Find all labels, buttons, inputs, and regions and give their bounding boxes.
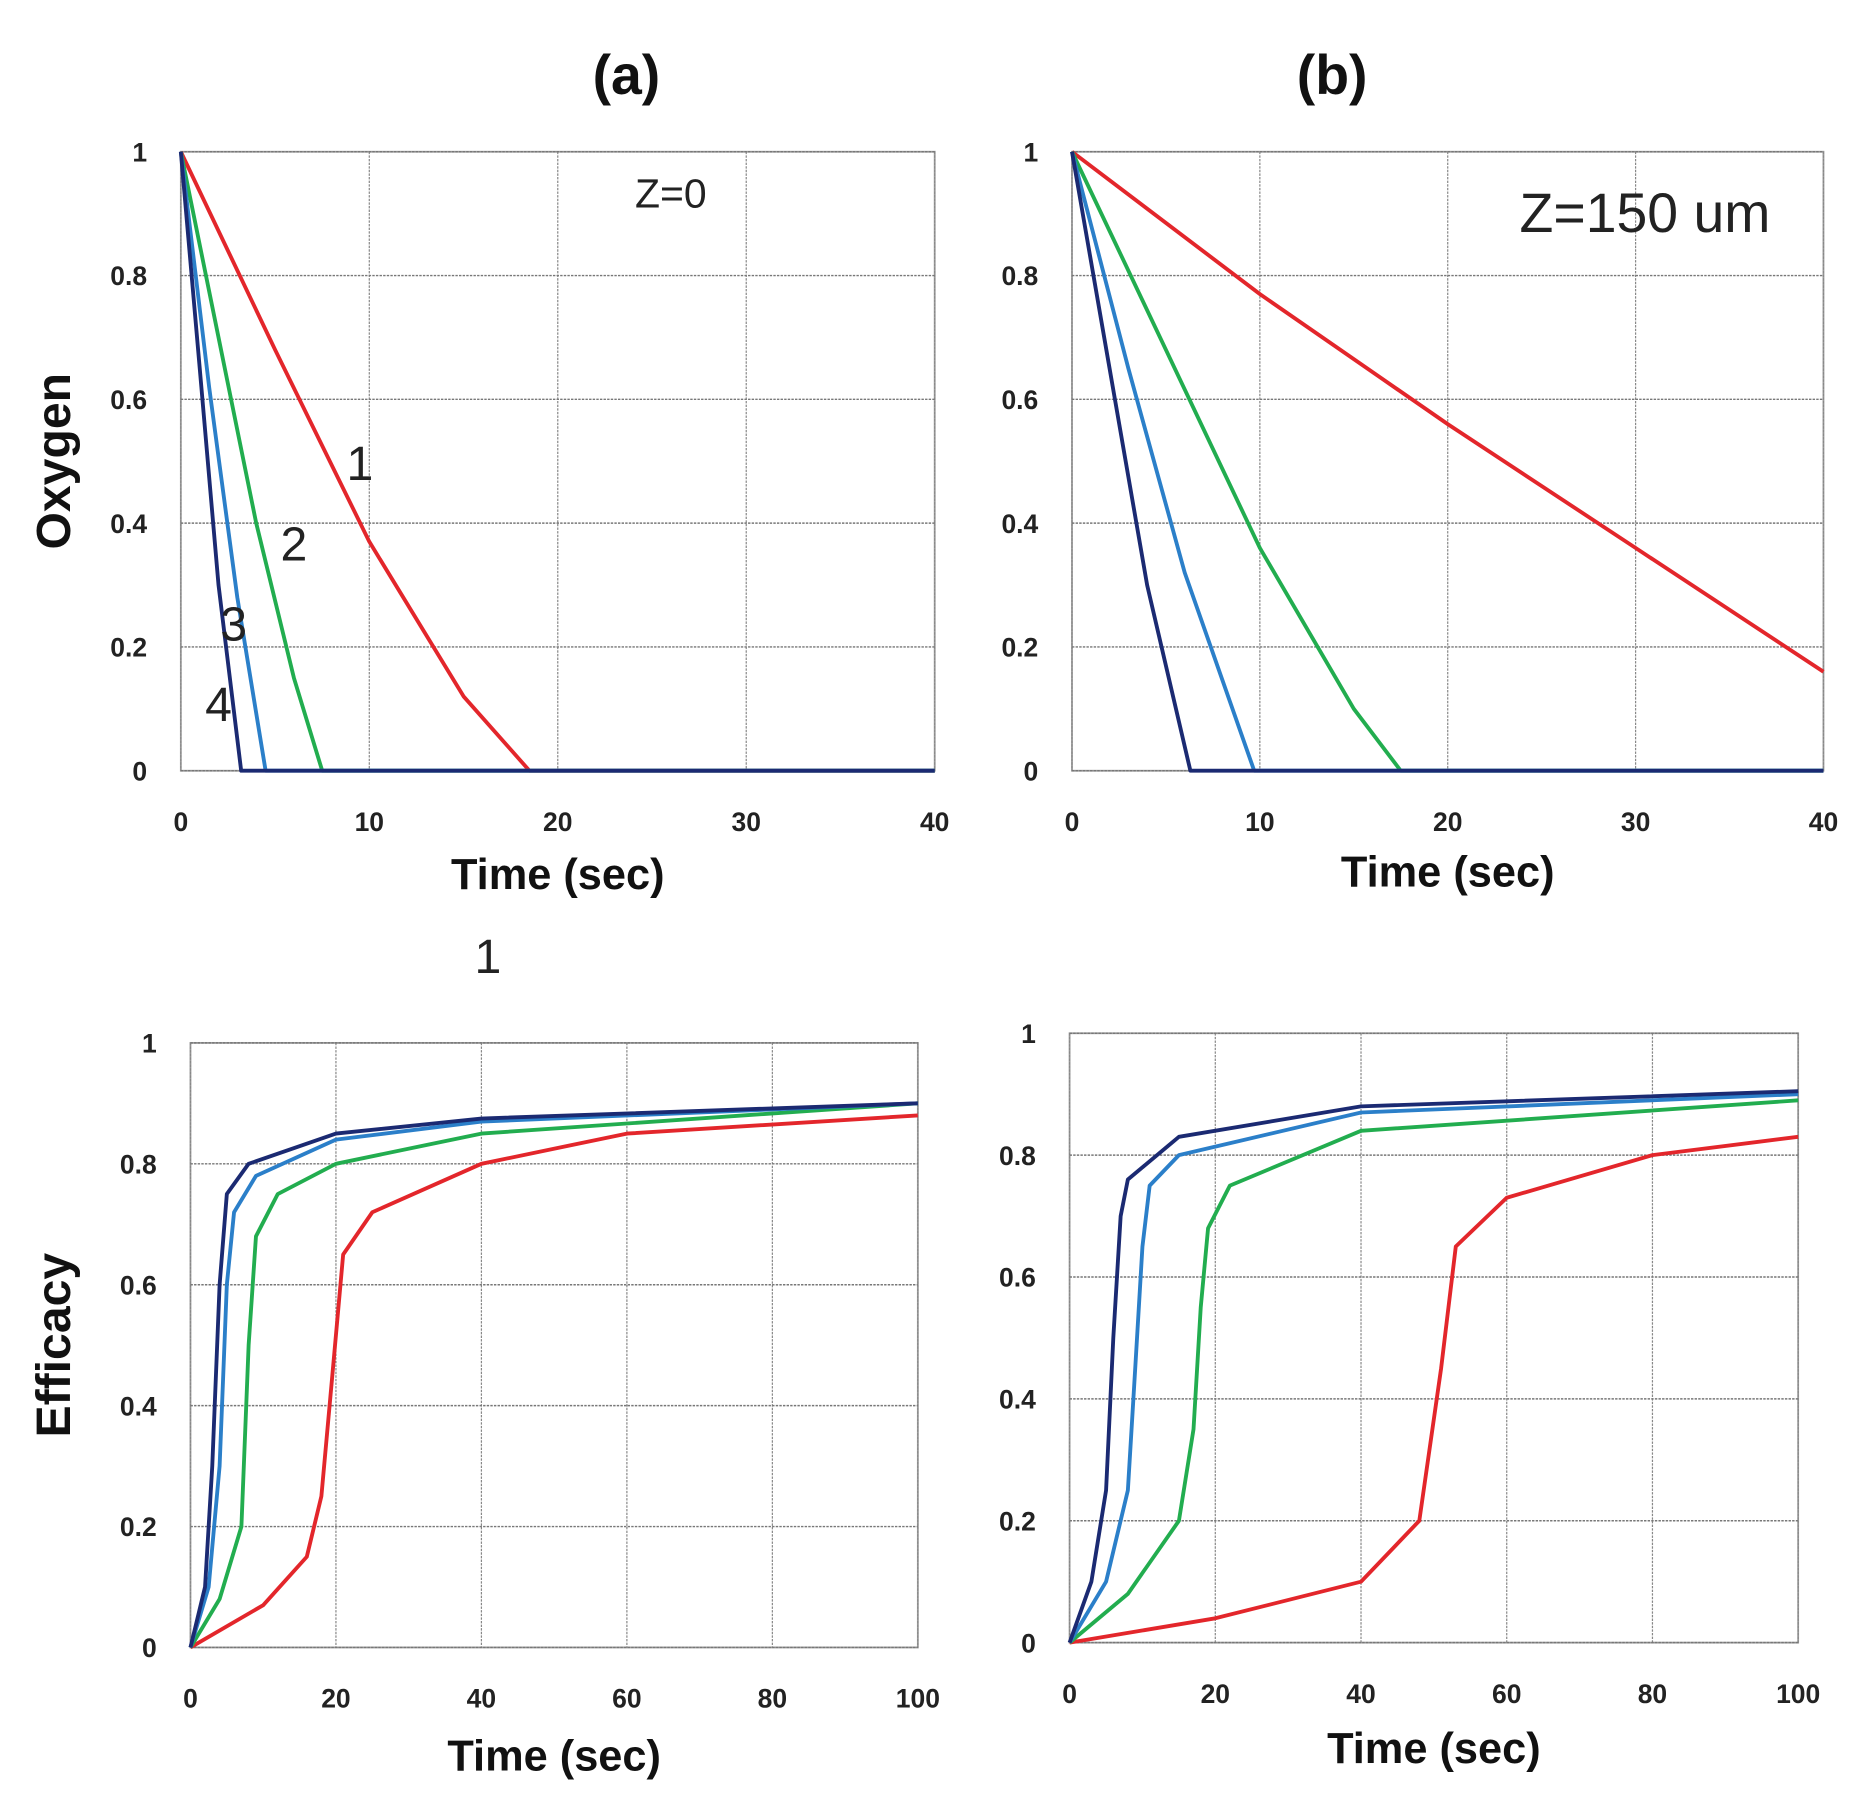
x-tick-label: 40 (467, 1684, 496, 1714)
chart-oxygen-b: 0 10 20 30 40 0 0.2 0.4 0.6 0.8 1 Time (sec) Z=150 u… (1001, 137, 1838, 896)
x-tick-label: 60 (612, 1684, 641, 1714)
x-tick-label: 20 (321, 1684, 350, 1714)
series-line-4 (1067, 1089, 1799, 1644)
x-tick-label: 20 (1201, 1679, 1230, 1709)
annotation: 1 (346, 437, 373, 491)
x-tick-label: 30 (1621, 807, 1650, 837)
panel-title-a: (a) (593, 44, 661, 106)
series-line-2 (1068, 1098, 1799, 1645)
x-tick-label: 40 (1809, 807, 1838, 837)
y-tick-label: 1 (142, 1029, 157, 1059)
series-line-1 (1069, 1134, 1799, 1645)
y-tick-label: 1 (1024, 137, 1039, 167)
y-tick-label: 0.2 (120, 1512, 157, 1542)
series-line-1 (189, 1113, 918, 1650)
x-tick-label: 60 (1492, 1679, 1521, 1709)
chart-oxygen-a: 0 10 20 30 40 0 0.2 0.4 0.6 0.8 1 Time (sec) Oxygen Z… (27, 137, 949, 898)
x-tick-label: 0 (1062, 1679, 1077, 1709)
y-tick-label: 0.4 (110, 509, 147, 539)
y-tick-label: 0 (132, 756, 147, 786)
plot-area (189, 1041, 919, 1649)
x-tick-label: 10 (1245, 807, 1274, 837)
y-tick-label: 0.4 (120, 1391, 157, 1421)
x-axis-label: Time (sec) (451, 851, 665, 899)
x-axis-label: Time (sec) (447, 1732, 661, 1780)
x-tick-label: 20 (543, 807, 572, 837)
panel-title-b: (b) (1297, 44, 1368, 106)
series-line-3 (188, 1101, 918, 1648)
x-tick-label: 30 (732, 807, 761, 837)
series-line-1 (1070, 150, 1825, 674)
annotation: 4 (205, 678, 232, 732)
y-tick-label: 0.6 (120, 1270, 157, 1300)
annotation: Z=150 um (1520, 182, 1771, 244)
x-tick-label: 10 (355, 807, 384, 837)
annotation: 2 (281, 517, 308, 571)
x-tick-label: 0 (183, 1684, 198, 1714)
x-tick-label: 20 (1433, 807, 1462, 837)
y-tick-label: 1 (1021, 1019, 1036, 1049)
x-axis-label: Time (sec) (1341, 848, 1555, 896)
series-line-4 (188, 1101, 918, 1648)
y-tick-label: 0 (1024, 756, 1039, 786)
y-tick-label: 0.8 (1001, 261, 1038, 291)
x-tick-label: 100 (1776, 1679, 1820, 1709)
y-axis-label: Efficacy (27, 1253, 81, 1438)
stray-label: 1 (475, 930, 502, 984)
y-tick-label: 0.2 (999, 1506, 1036, 1536)
y-tick-label: 0 (142, 1633, 157, 1663)
y-tick-label: 0.6 (110, 385, 147, 415)
series-line-2 (188, 1101, 918, 1649)
annotation: 3 (220, 598, 247, 652)
y-tick-label: 0.4 (1001, 509, 1038, 539)
x-tick-label: 100 (896, 1684, 940, 1714)
y-tick-label: 0 (1021, 1628, 1036, 1658)
series-line-4 (178, 151, 935, 773)
annotation: Z=0 (635, 170, 707, 216)
series-line-4 (1070, 151, 1824, 773)
y-tick-label: 1 (132, 137, 147, 167)
y-tick-label: 0.8 (110, 261, 147, 291)
y-tick-label: 0.6 (1001, 385, 1038, 415)
y-axis-label: Oxygen (27, 373, 81, 550)
x-tick-label: 40 (920, 807, 949, 837)
y-tick-label: 0.4 (999, 1385, 1036, 1415)
x-axis-label: Time (sec) (1327, 1725, 1541, 1773)
x-tick-label: 0 (1065, 807, 1080, 837)
x-tick-label: 80 (758, 1684, 787, 1714)
x-tick-label: 40 (1346, 1679, 1375, 1709)
series-line-3 (1067, 1092, 1799, 1644)
x-tick-label: 0 (173, 807, 188, 837)
y-tick-label: 0.2 (110, 633, 147, 663)
y-tick-label: 0.2 (1001, 633, 1038, 663)
y-tick-label: 0.8 (120, 1149, 157, 1179)
chart-efficacy-b: 0 20 40 60 80 100 0 0.2 0.4 0.6 0.8 1 Time (sec) (999, 1019, 1820, 1773)
y-tick-label: 0.8 (999, 1141, 1036, 1171)
y-tick-label: 0.6 (999, 1263, 1036, 1293)
chart-efficacy-a: 0 20 40 60 80 100 0 0.2 0.4 0.6 0.8 1 Time (sec) Effi… (27, 1029, 940, 1781)
x-tick-label: 80 (1638, 1679, 1667, 1709)
